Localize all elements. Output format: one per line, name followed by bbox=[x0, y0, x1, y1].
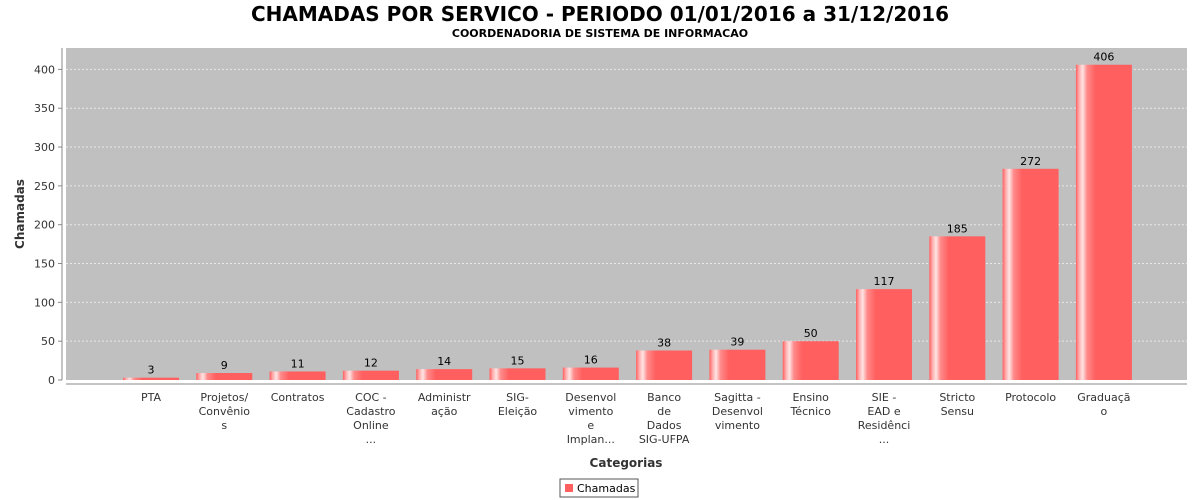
category-label: COC -Cadastro Online... bbox=[346, 391, 395, 446]
category-label: Graduaçã o bbox=[1077, 391, 1130, 418]
y-tick-label: 250 bbox=[34, 180, 55, 193]
grid-lines bbox=[66, 68, 1187, 342]
bar bbox=[636, 350, 693, 380]
value-label: 39 bbox=[730, 336, 744, 349]
category-label: Contratos bbox=[271, 391, 325, 404]
value-label: 406 bbox=[1093, 51, 1114, 64]
bar bbox=[196, 373, 253, 380]
value-label: 117 bbox=[874, 275, 895, 288]
y-tick-label: 400 bbox=[34, 63, 55, 76]
bar bbox=[856, 289, 912, 380]
bars-group bbox=[123, 64, 1132, 380]
bar bbox=[782, 341, 839, 380]
value-label: 9 bbox=[221, 359, 228, 372]
y-tick-label: 300 bbox=[34, 141, 55, 154]
legend-box bbox=[559, 478, 639, 498]
value-label: 272 bbox=[1020, 155, 1041, 168]
legend: Chamadas bbox=[559, 478, 639, 498]
bar bbox=[416, 369, 473, 380]
value-label: 12 bbox=[364, 357, 378, 370]
x-axis-title: Categorias bbox=[590, 456, 663, 470]
category-label: Stricto Sensu bbox=[939, 391, 975, 418]
y-tick-label: 0 bbox=[48, 374, 55, 387]
category-label: Banco de Dados SIG-UFPA bbox=[639, 391, 690, 446]
y-tick-label: 350 bbox=[34, 102, 55, 115]
bar bbox=[123, 377, 179, 380]
category-label: Projetos/Convênio s bbox=[199, 391, 251, 432]
category-label: SIG-Eleição bbox=[498, 391, 538, 418]
y-axis-title: Chamadas bbox=[13, 179, 27, 249]
value-label: 38 bbox=[657, 336, 671, 349]
category-label: SIE -EAD e Residênci... bbox=[858, 391, 911, 446]
legend-label: Chamadas bbox=[577, 482, 636, 495]
bar bbox=[342, 370, 399, 380]
category-labels: PTA Projetos/Convênio s Contratos COC -Cadas… bbox=[141, 391, 1131, 446]
plot-area bbox=[66, 48, 1187, 380]
y-tick-label: 200 bbox=[34, 219, 55, 232]
bar bbox=[269, 371, 326, 380]
value-label: 16 bbox=[584, 354, 598, 367]
category-label: PTA bbox=[141, 391, 161, 404]
bar bbox=[1002, 168, 1059, 380]
chart-subtitle: COORDENADORIA DE SISTEMA DE INFORMACAO bbox=[452, 27, 748, 40]
bar bbox=[709, 349, 766, 380]
value-label: 50 bbox=[804, 327, 818, 340]
value-label: 185 bbox=[947, 222, 968, 235]
y-tick-label: 50 bbox=[41, 335, 55, 348]
category-label: Administr ação bbox=[418, 391, 471, 418]
category-label: Desenvol vimento e Implan... bbox=[565, 391, 616, 446]
bar bbox=[929, 236, 986, 380]
y-tick-label: 100 bbox=[34, 296, 55, 309]
bar bbox=[562, 367, 619, 380]
value-label: 14 bbox=[437, 355, 451, 368]
y-axis-ticks: 0 50 100 150 200 250 300 350 400 bbox=[34, 63, 62, 387]
value-label: 11 bbox=[291, 357, 305, 370]
category-label: Protocolo bbox=[1005, 391, 1056, 404]
chart-title: CHAMADAS POR SERVICO - PERIODO 01/01/201… bbox=[251, 2, 949, 26]
category-label: Sagitta -Desenvol vimento bbox=[712, 391, 763, 432]
bar bbox=[489, 368, 546, 380]
category-label: Ensino Técnico bbox=[789, 391, 831, 418]
value-label: 15 bbox=[511, 354, 525, 367]
legend-swatch bbox=[565, 484, 573, 492]
value-label: 3 bbox=[148, 364, 155, 377]
bar bbox=[1075, 64, 1132, 380]
y-tick-label: 150 bbox=[34, 258, 55, 271]
